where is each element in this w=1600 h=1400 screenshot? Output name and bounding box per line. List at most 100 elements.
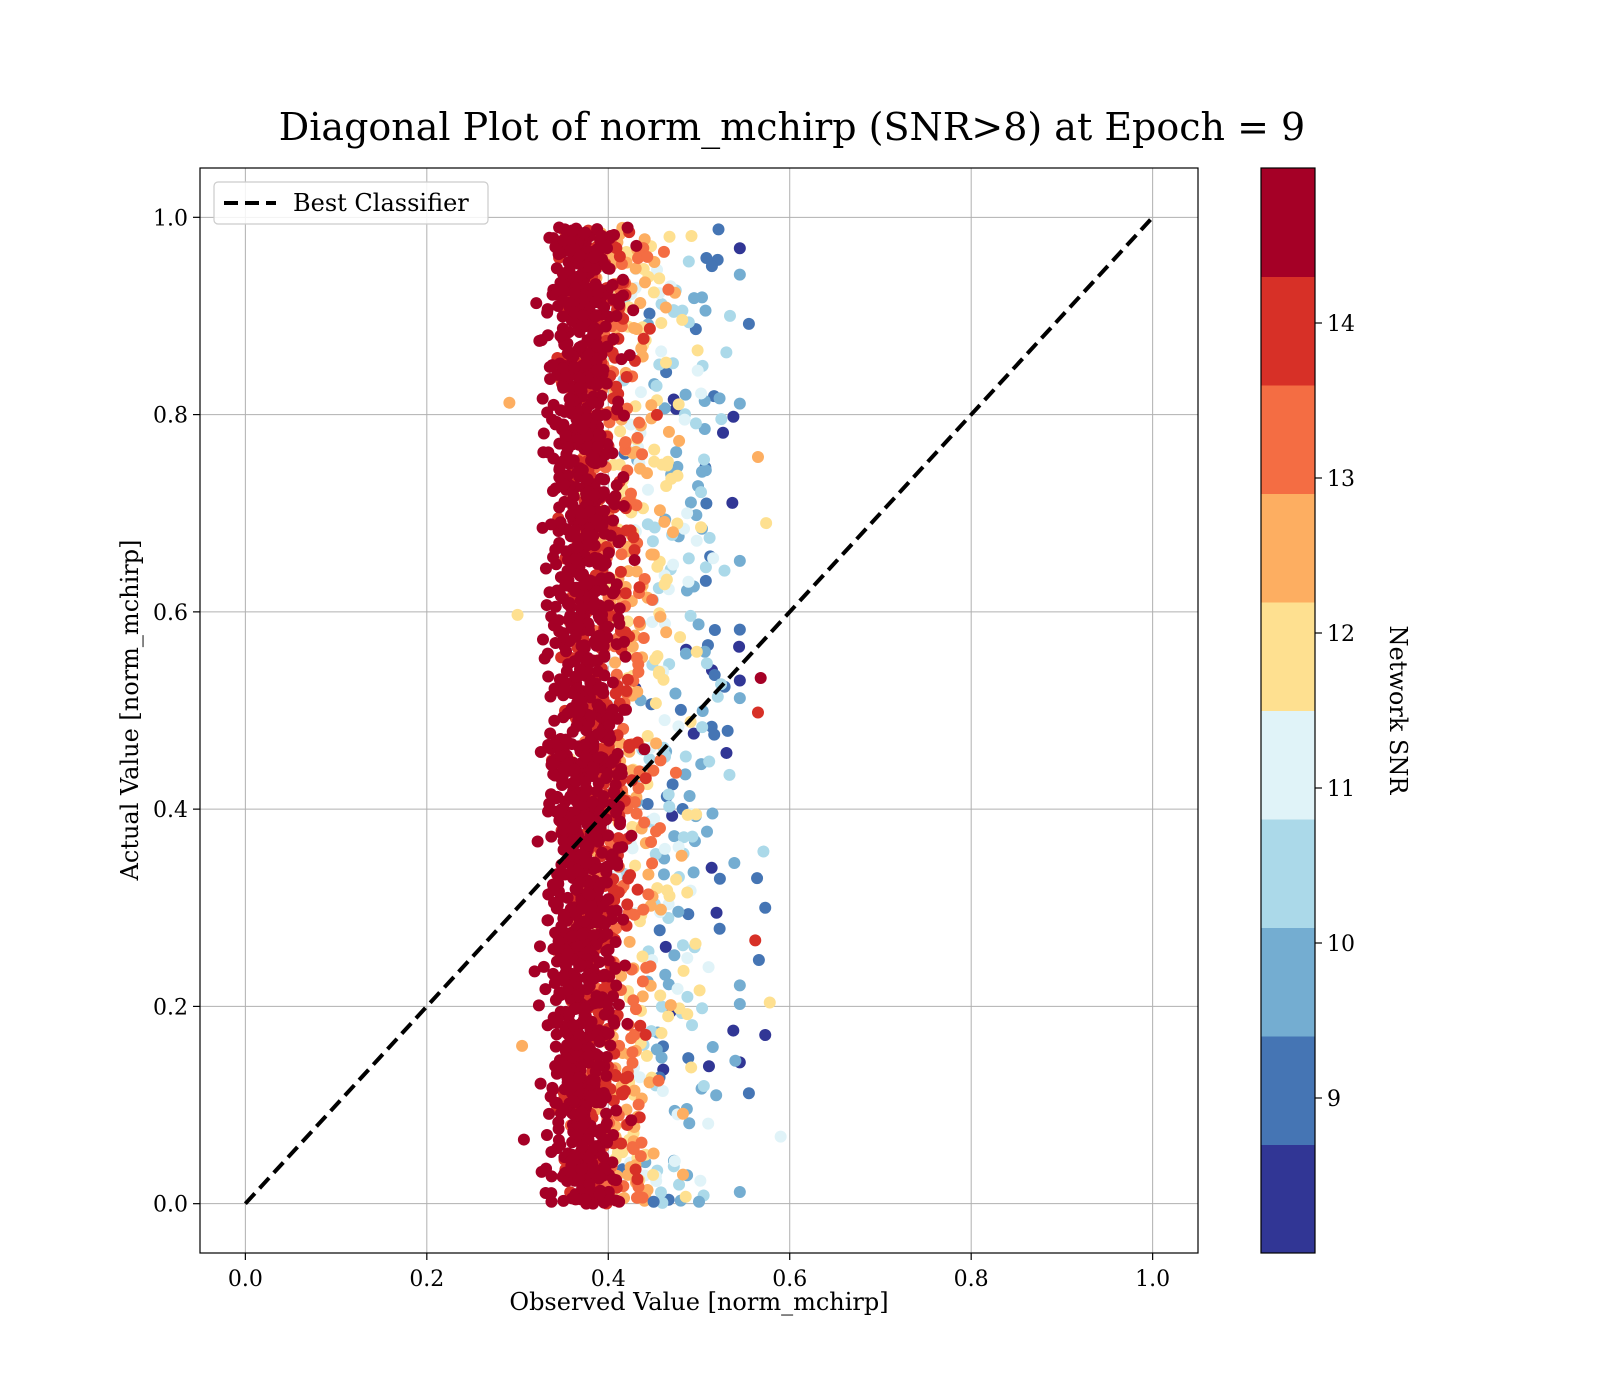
scatter-point bbox=[695, 521, 708, 534]
scatter-point bbox=[647, 1195, 660, 1208]
scatter-point bbox=[558, 682, 571, 695]
scatter-point bbox=[633, 1071, 646, 1084]
x-tick-label: 0.8 bbox=[954, 1267, 989, 1292]
scatter-point bbox=[679, 750, 692, 763]
scatter-point bbox=[631, 685, 644, 698]
scatter-point bbox=[672, 398, 685, 411]
scatter-point bbox=[596, 559, 609, 572]
scatter-point bbox=[631, 431, 644, 444]
scatter-point bbox=[564, 456, 577, 469]
scatter-point bbox=[535, 1165, 548, 1178]
scatter-point bbox=[557, 380, 570, 393]
scatter-point bbox=[570, 413, 583, 426]
scatter-point bbox=[641, 250, 654, 263]
plot-area bbox=[199, 167, 1199, 1254]
scatter-point bbox=[616, 273, 629, 286]
colorbar-tick-label: 12 bbox=[1327, 622, 1355, 647]
scatter-point bbox=[633, 581, 646, 594]
scatter-point bbox=[554, 571, 567, 584]
scatter-point bbox=[713, 392, 726, 405]
scatter-point bbox=[713, 872, 726, 885]
scatter-point bbox=[682, 255, 695, 268]
scatter-point bbox=[733, 979, 746, 992]
scatter-point bbox=[592, 751, 605, 764]
scatter-point bbox=[578, 1002, 591, 1015]
scatter-point bbox=[546, 1016, 559, 1029]
scatter-point bbox=[588, 1074, 601, 1087]
scatter-point bbox=[708, 624, 721, 637]
scatter-point bbox=[557, 630, 570, 643]
scatter-point bbox=[649, 697, 662, 710]
scatter-point bbox=[710, 1089, 723, 1102]
scatter-points bbox=[503, 221, 787, 1210]
scatter-point bbox=[629, 1163, 642, 1176]
scatter-point bbox=[598, 473, 611, 486]
scatter-point bbox=[581, 539, 594, 552]
scatter-point bbox=[654, 610, 667, 623]
scatter-point bbox=[639, 1028, 652, 1041]
scatter-point bbox=[557, 1194, 570, 1207]
scatter-point bbox=[637, 332, 650, 345]
scatter-point bbox=[541, 329, 554, 342]
scatter-point bbox=[561, 347, 574, 360]
scatter-point bbox=[644, 960, 657, 973]
scatter-point bbox=[533, 940, 546, 953]
scatter-point bbox=[679, 388, 692, 401]
scatter-point bbox=[702, 1117, 715, 1130]
scatter-point bbox=[592, 683, 605, 696]
scatter-point bbox=[598, 669, 611, 682]
scatter-point bbox=[683, 1117, 696, 1130]
scatter-point bbox=[693, 1195, 705, 1208]
scatter-point bbox=[666, 809, 679, 822]
x-tick-label: 1.0 bbox=[1135, 1267, 1170, 1292]
scatter-point bbox=[647, 286, 660, 299]
scatter-point bbox=[591, 996, 604, 1009]
scatter-point bbox=[589, 296, 602, 309]
scatter-point bbox=[603, 1193, 616, 1206]
scatter-point bbox=[650, 408, 663, 421]
scatter-point bbox=[626, 1056, 639, 1069]
scatter-point bbox=[646, 593, 659, 606]
scatter-point bbox=[597, 790, 610, 803]
scatter-point bbox=[533, 334, 546, 347]
scatter-point bbox=[547, 967, 560, 980]
scatter-point bbox=[579, 359, 592, 372]
scatter-point bbox=[580, 750, 593, 763]
scatter-point bbox=[573, 705, 586, 718]
scatter-point bbox=[653, 924, 666, 937]
scatter-point bbox=[598, 1008, 611, 1021]
scatter-point bbox=[574, 876, 587, 889]
chart-title: Diagonal Plot of norm_mchirp (SNR>8) at … bbox=[279, 105, 1305, 150]
scatter-point bbox=[626, 842, 639, 855]
scatter-point bbox=[729, 1054, 742, 1067]
scatter-point bbox=[541, 914, 554, 927]
scatter-point bbox=[576, 1140, 589, 1153]
scatter-point bbox=[582, 839, 595, 852]
scatter-point bbox=[639, 772, 652, 785]
scatter-point bbox=[636, 990, 649, 1003]
scatter-point bbox=[610, 380, 623, 393]
scatter-point bbox=[593, 727, 606, 740]
scatter-point bbox=[600, 1069, 613, 1082]
scatter-point bbox=[617, 470, 630, 483]
scatter-point bbox=[662, 978, 675, 991]
scatter-point bbox=[579, 226, 592, 239]
scatter-point bbox=[677, 1168, 690, 1181]
scatter-point bbox=[550, 1028, 563, 1041]
scatter-point bbox=[542, 670, 555, 683]
scatter-point bbox=[612, 612, 625, 625]
scatter-point bbox=[573, 1071, 586, 1084]
scatter-point bbox=[591, 441, 604, 454]
scatter-point bbox=[600, 1133, 613, 1146]
scatter-point bbox=[635, 1136, 648, 1149]
scatter-point bbox=[727, 410, 740, 423]
scatter-point bbox=[757, 845, 770, 858]
scatter-point bbox=[720, 746, 733, 759]
scatter-point bbox=[564, 790, 577, 803]
scatter-point bbox=[656, 1196, 669, 1209]
scatter-point bbox=[682, 552, 695, 565]
scatter-point bbox=[594, 821, 607, 834]
scatter-point bbox=[668, 830, 681, 843]
scatter-point bbox=[630, 807, 643, 820]
scatter-point bbox=[557, 970, 570, 983]
